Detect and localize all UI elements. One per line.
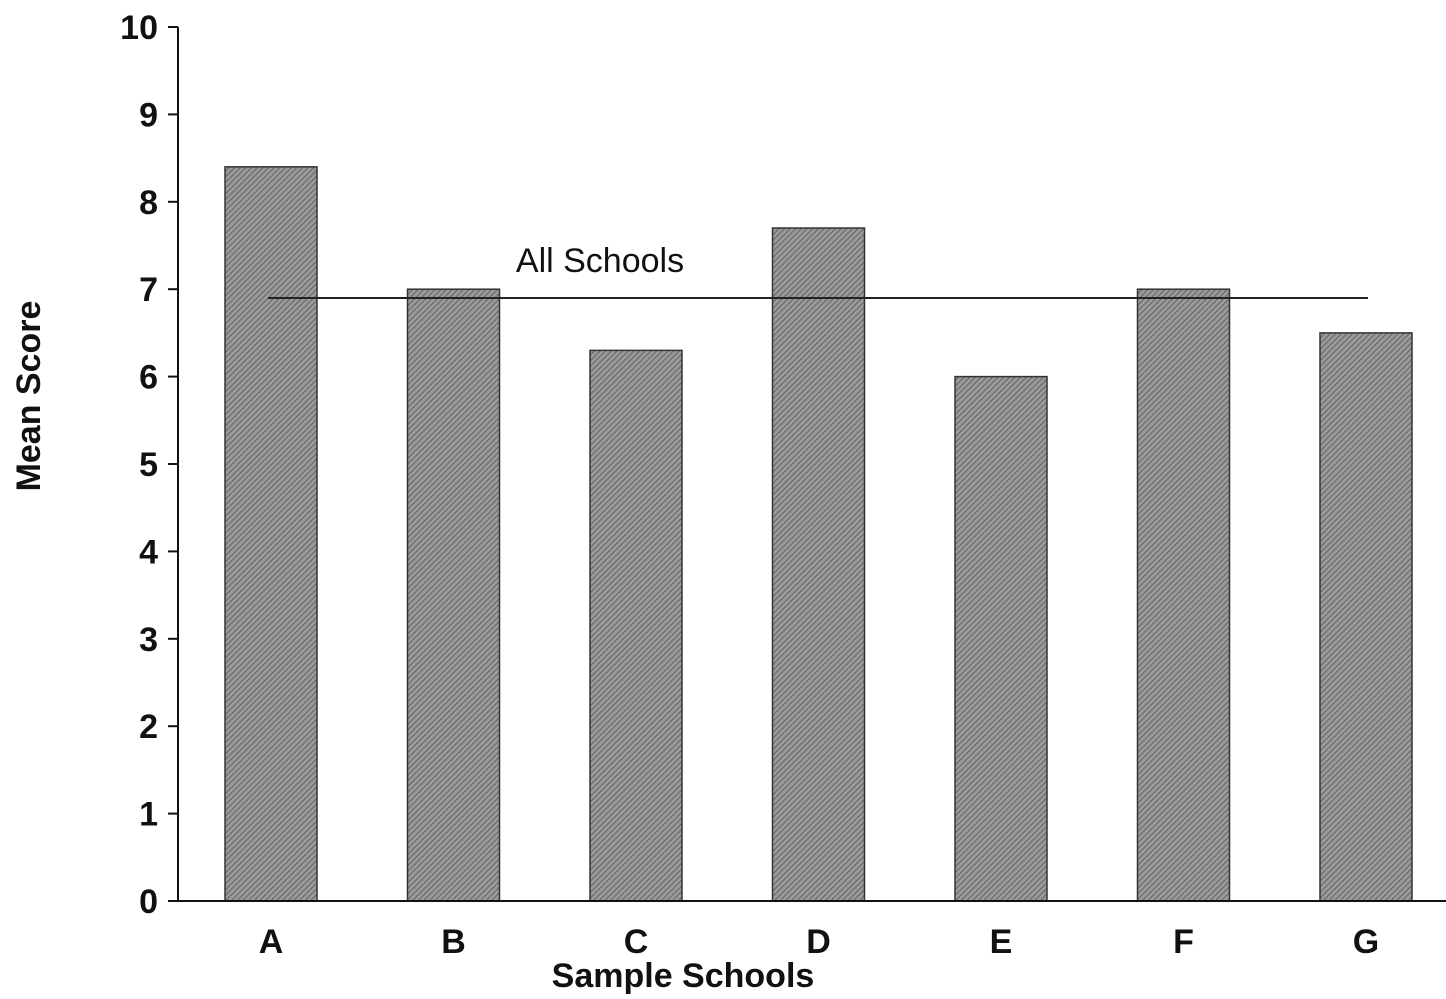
x-tick-label-b: B xyxy=(441,923,466,961)
y-tick-label-3: 3 xyxy=(139,621,158,659)
bar-c xyxy=(589,349,683,902)
x-tick-label-d: D xyxy=(806,923,831,961)
y-tick-label-6: 6 xyxy=(139,359,158,397)
x-tick-label-g: G xyxy=(1353,923,1379,961)
y-tick-label-4: 4 xyxy=(139,533,158,571)
x-tick-label-e: E xyxy=(990,923,1013,961)
bars-group xyxy=(224,166,1413,902)
x-tick-label-f: F xyxy=(1173,923,1194,961)
bar-b xyxy=(406,288,501,902)
y-tick-label-8: 8 xyxy=(139,184,158,222)
axes-group: A B C D E F G 0 1 2 3 4 5 6 7 8 9 10 xyxy=(120,9,1446,961)
reference-line-group: All Schools xyxy=(268,242,1368,299)
y-tick-label-1: 1 xyxy=(139,796,158,834)
bar-a xyxy=(224,166,318,902)
x-tick-label-a: A xyxy=(259,923,284,961)
bar-f xyxy=(1136,288,1231,902)
x-axis-title: Sample Schools xyxy=(552,957,815,995)
bar-g xyxy=(1319,332,1413,902)
y-tick-label-10: 10 xyxy=(120,9,158,47)
y-tick-label-0: 0 xyxy=(139,883,158,921)
bar-e xyxy=(954,375,1048,902)
all-schools-label: All Schools xyxy=(516,242,684,280)
y-tick-label-2: 2 xyxy=(139,708,158,746)
bar-d xyxy=(771,227,866,902)
x-tick-label-c: C xyxy=(624,923,649,961)
y-tick-label-9: 9 xyxy=(139,96,158,134)
y-axis-title: Mean Score xyxy=(10,301,48,492)
y-tick-label-5: 5 xyxy=(139,446,158,484)
y-tick-label-7: 7 xyxy=(139,271,158,309)
